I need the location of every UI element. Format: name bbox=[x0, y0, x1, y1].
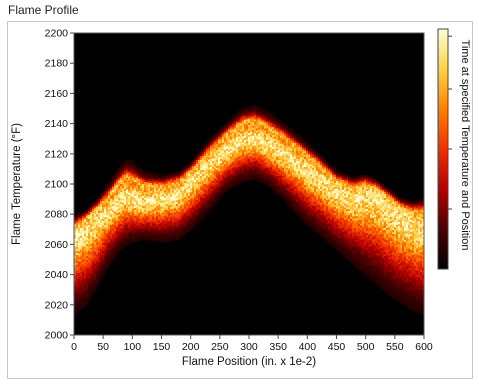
y-tick-label: 2020 bbox=[45, 299, 69, 311]
window-title: Flame Profile bbox=[8, 3, 79, 17]
x-tick-label: 350 bbox=[269, 341, 287, 353]
heatmap-cells bbox=[74, 105, 424, 315]
colorbar-scale bbox=[437, 28, 449, 270]
colorbar bbox=[437, 28, 452, 270]
x-tick-label: 100 bbox=[124, 341, 142, 353]
y-tick-label: 2200 bbox=[45, 28, 69, 40]
y-tick-label: 2040 bbox=[45, 269, 69, 281]
colorbar-label: Time at specified Temperature and Positi… bbox=[459, 40, 471, 251]
plot-area bbox=[74, 33, 424, 335]
x-tick-label: 50 bbox=[97, 341, 109, 353]
y-axis-label: Flame Temperature (°F) bbox=[11, 123, 23, 245]
x-tick-label: 250 bbox=[211, 341, 229, 353]
y-tick-label: 2080 bbox=[45, 209, 69, 221]
x-tick-label: 0 bbox=[71, 341, 77, 353]
x-tick-label: 600 bbox=[415, 341, 433, 353]
y-tick-label: 2160 bbox=[45, 88, 69, 100]
y-tick-label: 2060 bbox=[45, 239, 69, 251]
x-axis: 0 50 100 150 200 250 300 350 400 450 500 550 600 bbox=[71, 335, 433, 353]
y-axis: 2000 2020 2040 2060 2080 2100 2120 2140 2160 2180… bbox=[45, 28, 74, 342]
x-tick-label: 400 bbox=[299, 341, 317, 353]
x-tick-label: 550 bbox=[386, 341, 404, 353]
x-tick-label: 150 bbox=[153, 341, 171, 353]
x-tick-label: 500 bbox=[357, 341, 375, 353]
y-tick-label: 2140 bbox=[45, 118, 69, 130]
y-tick-label: 2000 bbox=[45, 330, 69, 342]
x-tick-label: 200 bbox=[182, 341, 200, 353]
flame-profile-panel: 0 50 100 150 200 250 300 350 400 450 500 550 600 200… bbox=[7, 21, 473, 379]
y-tick-label: 2180 bbox=[45, 58, 69, 70]
y-tick-label: 2120 bbox=[45, 148, 69, 160]
plot-frame bbox=[73, 32, 425, 336]
x-tick-label: 300 bbox=[240, 341, 258, 353]
heatmap-chart: 0 50 100 150 200 250 300 350 400 450 500 550 600 200… bbox=[11, 28, 471, 369]
x-tick-label: 450 bbox=[328, 341, 346, 353]
y-tick-label: 2100 bbox=[45, 179, 69, 191]
x-axis-label: Flame Position (in. x 1e-2) bbox=[182, 356, 316, 368]
